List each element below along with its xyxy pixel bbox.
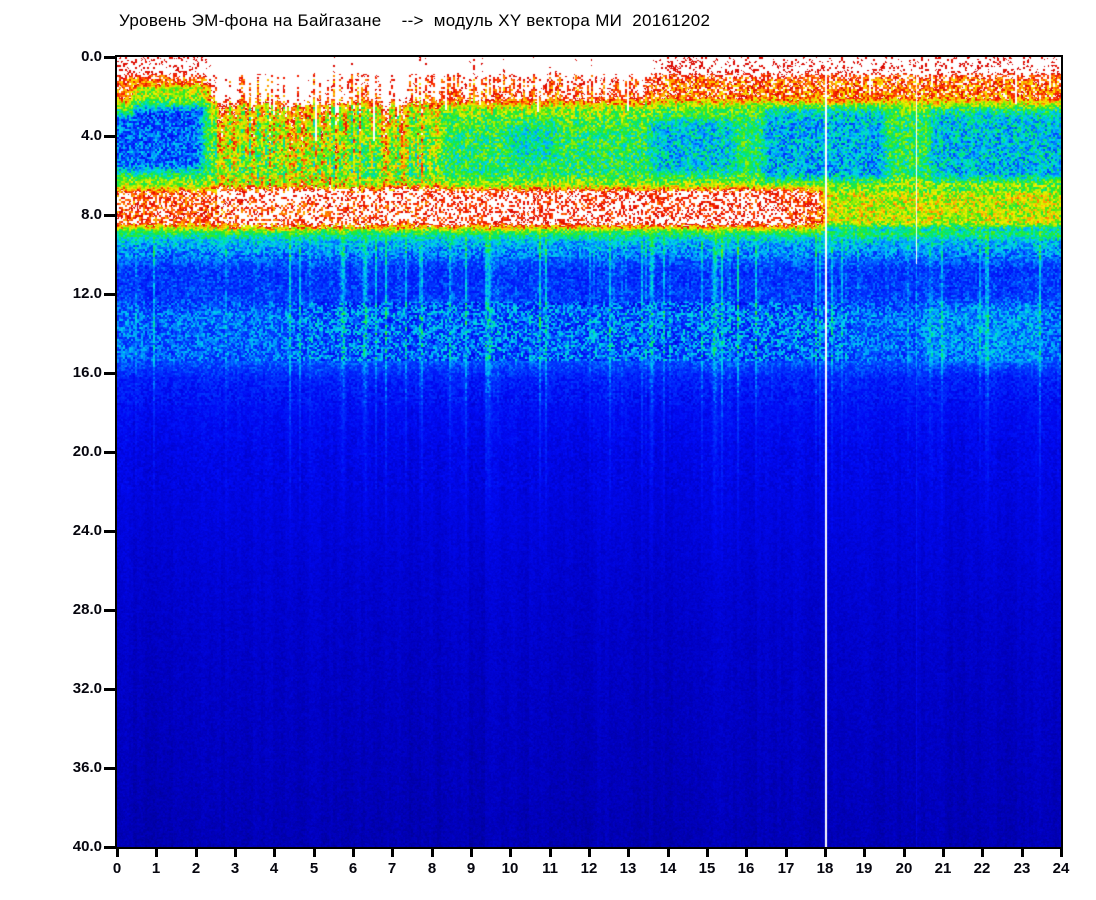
y-tick	[104, 846, 115, 849]
x-tick-label: 9	[466, 860, 476, 877]
x-tick	[116, 849, 119, 857]
x-tick	[391, 849, 394, 857]
x-tick-label: 21	[934, 860, 952, 877]
x-tick	[981, 849, 984, 857]
y-tick	[104, 293, 115, 296]
x-tick-label: 13	[619, 860, 637, 877]
y-tick	[104, 451, 115, 454]
x-tick	[509, 849, 512, 857]
x-tick-label: 17	[777, 860, 795, 877]
x-tick	[1021, 849, 1024, 857]
y-tick	[104, 767, 115, 770]
x-tick-label: 23	[1013, 860, 1031, 877]
x-tick-label: 24	[1052, 860, 1070, 877]
x-tick-label: 7	[387, 860, 397, 877]
y-tick	[104, 135, 115, 138]
x-tick	[195, 849, 198, 857]
x-tick-label: 10	[501, 860, 519, 877]
y-tick	[104, 372, 115, 375]
x-tick	[431, 849, 434, 857]
spectrogram-canvas	[117, 57, 1061, 847]
x-tick	[234, 849, 237, 857]
x-tick	[745, 849, 748, 857]
x-tick-label: 5	[309, 860, 319, 877]
x-tick	[273, 849, 276, 857]
x-tick-label: 11	[542, 860, 558, 877]
x-tick	[863, 849, 866, 857]
x-tick-label: 20	[895, 860, 913, 877]
y-tick-label: 12.0	[72, 285, 102, 302]
x-tick	[627, 849, 630, 857]
y-tick	[104, 56, 115, 59]
x-tick-label: 16	[737, 860, 755, 877]
y-tick-label: 16.0	[72, 364, 102, 381]
x-tick	[549, 849, 552, 857]
x-tick	[470, 849, 473, 857]
x-tick	[352, 849, 355, 857]
y-tick-label: 24.0	[72, 522, 102, 539]
x-tick-label: 2	[191, 860, 201, 877]
x-tick	[1060, 849, 1063, 857]
page-title: Уровень ЭМ-фона на Байгазане --> модуль …	[119, 11, 711, 30]
y-tick-label: 40.0	[72, 838, 102, 855]
x-tick-label: 12	[580, 860, 598, 877]
x-tick-label: 19	[855, 860, 873, 877]
x-tick-label: 1	[151, 860, 161, 877]
x-tick-label: 4	[269, 860, 279, 877]
y-tick-label: 8.0	[81, 206, 102, 223]
y-tick	[104, 609, 115, 612]
y-tick-label: 20.0	[72, 443, 102, 460]
x-tick-label: 14	[659, 860, 677, 877]
x-tick	[155, 849, 158, 857]
y-tick-label: 36.0	[72, 759, 102, 776]
y-tick-label: 32.0	[72, 680, 102, 697]
x-tick-label: 0	[112, 860, 122, 877]
y-tick-label: 0.0	[81, 48, 102, 65]
x-tick-label: 6	[348, 860, 358, 877]
x-tick	[785, 849, 788, 857]
x-tick	[824, 849, 827, 857]
y-tick	[104, 214, 115, 217]
x-tick-label: 22	[973, 860, 991, 877]
x-tick	[706, 849, 709, 857]
x-tick-label: 18	[816, 860, 834, 877]
x-tick	[588, 849, 591, 857]
y-tick-label: 4.0	[81, 127, 102, 144]
y-tick	[104, 530, 115, 533]
x-tick	[942, 849, 945, 857]
x-tick-label: 8	[427, 860, 437, 877]
y-tick	[104, 688, 115, 691]
x-tick	[903, 849, 906, 857]
x-tick-label: 15	[698, 860, 716, 877]
plot-frame	[115, 55, 1063, 849]
x-tick-label: 3	[230, 860, 240, 877]
y-tick-label: 28.0	[72, 601, 102, 618]
x-tick	[313, 849, 316, 857]
x-tick	[667, 849, 670, 857]
